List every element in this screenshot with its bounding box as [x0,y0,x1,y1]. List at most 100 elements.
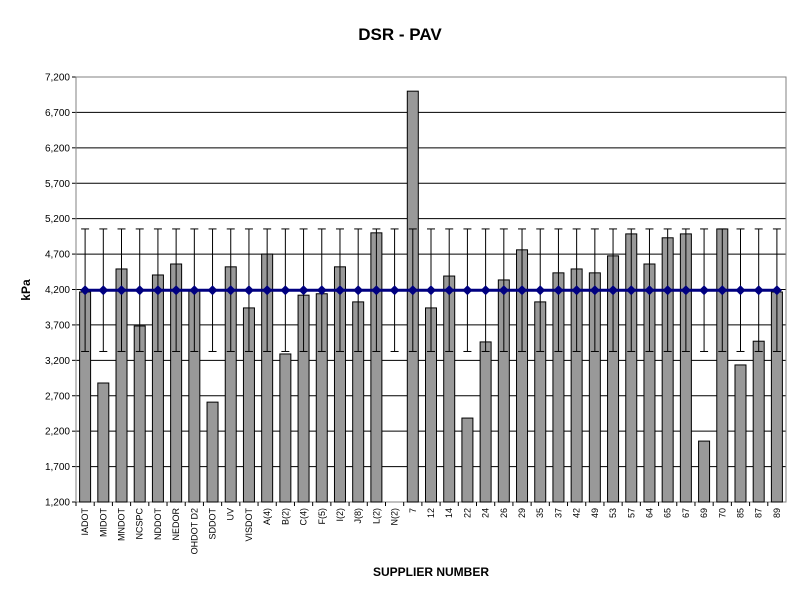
x-tick-label: 29 [517,508,527,518]
x-tick-label: 7 [408,508,418,513]
marker [717,285,728,296]
y-tick-label: 2,700 [45,391,70,402]
y-tick-label: 6,200 [45,143,70,154]
x-tick-label: 70 [717,508,727,518]
y-tick-label: 6,700 [45,108,70,119]
marker [462,285,473,296]
bar [133,325,146,503]
marker [517,285,528,296]
x-tick-label: 85 [735,508,745,518]
marker [626,285,637,296]
marker [80,285,91,296]
x-tick-label: NEDOR [171,508,181,541]
y-tick-label: 1,200 [45,498,70,509]
marker [498,285,509,296]
x-tick-label: 64 [644,508,654,518]
marker [680,285,691,296]
marker [753,285,764,296]
marker [152,285,163,296]
x-tick-label: I(2) [335,508,345,522]
x-tick-label: 49 [590,508,600,518]
x-tick-label: UV [226,508,236,521]
x-tick-label: 65 [663,508,673,518]
x-tick-label: 24 [481,508,491,518]
marker [426,285,436,296]
y-tick-label: 5,200 [45,214,70,225]
x-tick-label: 14 [444,508,454,518]
bar [461,417,474,503]
x-tick-label: J(8) [353,508,363,524]
y-tick-label: 2,200 [45,427,70,438]
marker [699,285,710,296]
marker [589,285,600,296]
marker [189,285,200,296]
bar [479,341,492,503]
marker [480,285,491,296]
x-tick-label: NDDOT [153,508,163,540]
bar [752,340,765,503]
y-tick-label: 4,200 [45,285,70,296]
x-tick-label: L(2) [371,508,381,524]
marker [371,285,382,296]
marker [116,285,127,296]
x-tick-label: MNDOT [117,508,127,541]
x-tick-label: IADOT [80,508,90,536]
bar [206,401,219,503]
x-tick-label: 37 [553,508,563,518]
bar [97,382,110,503]
bar [698,440,711,503]
marker [334,285,345,296]
y-tick-label: 5,700 [45,179,70,190]
marker [771,285,782,296]
y-tick-label: 4,700 [45,250,70,261]
x-tick-label: 26 [499,508,509,518]
marker [262,285,273,296]
x-tick-label: 22 [462,508,472,518]
x-tick-label: N(2) [390,508,400,526]
marker [353,285,364,296]
x-axis-title: SUPPLIER NUMBER [373,565,489,579]
marker [207,285,218,296]
marker [243,285,254,296]
y-tick-label: 3,200 [45,356,70,367]
y-tick-label: 1,700 [45,462,70,473]
x-tick-label: 12 [426,508,436,518]
marker [535,285,546,296]
x-tick-label: 67 [681,508,691,518]
marker [662,285,673,296]
x-tick-label: 35 [535,508,545,518]
x-tick-label: C(4) [299,508,309,526]
x-tick-label: 42 [572,508,582,518]
marker [171,285,182,296]
marker [389,285,400,296]
chart-title: DSR - PAV [358,25,442,44]
x-tick-label: A(4) [262,508,272,525]
x-tick-label: 69 [699,508,709,518]
marker [553,285,564,296]
marker [225,285,236,296]
marker [280,285,291,296]
marker [644,285,655,296]
marker [608,285,619,296]
x-tick-label: B(2) [280,508,290,525]
x-tick-label: 53 [608,508,618,518]
x-tick-label: F(5) [317,508,327,525]
x-tick-label: 57 [626,508,636,518]
bar [734,364,747,503]
marker [298,285,309,296]
marker [571,285,582,296]
marker [735,285,746,296]
marker [316,285,327,296]
marker [98,285,109,296]
x-tick-label: NCSPC [135,508,145,540]
y-axis-title: kPa [19,279,33,301]
bar [279,353,292,503]
marker [134,285,145,296]
x-tick-label: VISDOT [244,508,254,542]
x-tick-label: MIDOT [98,508,108,537]
y-tick-label: 3,700 [45,320,70,331]
x-tick-label: 89 [772,508,782,518]
x-tick-label: SDDOT [208,507,218,539]
marker [444,285,455,296]
